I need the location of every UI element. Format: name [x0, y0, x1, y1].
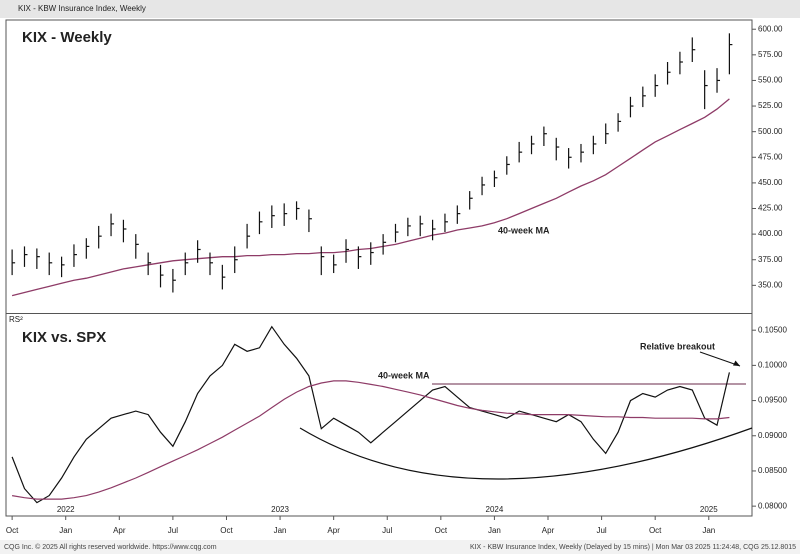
y-tick-label: 350.00: [758, 280, 783, 289]
y-tick-label: 600.00: [758, 24, 783, 33]
x-tick-label: Jul: [168, 526, 178, 535]
y-tick-label: 450.00: [758, 178, 783, 187]
x-tick-label: Jan: [702, 526, 715, 535]
y-tick-label: 0.08500: [758, 466, 787, 475]
rs-line: [11, 325, 730, 504]
moving-average: [11, 98, 730, 297]
x-tick-label: Jan: [488, 526, 501, 535]
x-tick-label: Jul: [596, 526, 606, 535]
year-label: 2025: [700, 505, 718, 514]
x-tick-label: Oct: [220, 526, 233, 535]
x-tick-label: Oct: [435, 526, 448, 535]
plot-frame: [5, 19, 753, 517]
footer-left: CQG Inc. © 2025 All rights reserved worl…: [4, 543, 217, 551]
chart-title: KIX vs. SPX: [22, 329, 106, 346]
y-tick-label: 425.00: [758, 204, 783, 213]
y-tick-label: 0.10500: [758, 325, 787, 334]
window-title: KIX - KBW Insurance Index, Weekly: [18, 4, 146, 13]
y-tick-label: 475.00: [758, 152, 783, 161]
footer-right: KIX - KBW Insurance Index, Weekly (Delay…: [470, 544, 796, 551]
x-tick-label: Oct: [649, 526, 662, 535]
x-tick-label: Apr: [113, 526, 126, 535]
y-tick-label: 550.00: [758, 76, 783, 85]
ma-label: 40-week MA: [498, 225, 550, 235]
y-tick-label: 575.00: [758, 50, 783, 59]
x-tick-label: Apr: [327, 526, 340, 535]
y-tick-label: 0.09500: [758, 396, 787, 405]
y-tick-label: 0.09000: [758, 431, 787, 440]
y-tick-label: 375.00: [758, 255, 783, 264]
year-label: 2023: [271, 505, 289, 514]
x-tick-label: Jan: [59, 526, 72, 535]
saucer-curve: [299, 427, 753, 480]
breakout-label: Relative breakout: [640, 341, 715, 351]
y-tick-label: 400.00: [758, 229, 783, 238]
y-tick-label: 0.08000: [758, 501, 787, 510]
marks: 350.00 375.00 400.00 425.00 450.00 475.00 500.…: [6, 24, 788, 535]
moving-average: [11, 380, 730, 500]
y-tick-label: 500.00: [758, 127, 783, 136]
ma-label: 40-week MA: [378, 370, 430, 380]
footer-bar: [0, 540, 800, 554]
rs-label: RS²: [9, 315, 23, 324]
arrow-head: [733, 360, 740, 366]
breakout-arrow: [699, 351, 741, 367]
x-tick-label: Jan: [274, 526, 287, 535]
y-tick-label: 525.00: [758, 101, 783, 110]
chart-title: KIX - Weekly: [22, 29, 112, 46]
header-bar: [0, 0, 800, 18]
year-label: 2024: [486, 505, 504, 514]
x-tick-label: Oct: [6, 526, 19, 535]
year-label: 2022: [57, 505, 75, 514]
x-tick-label: Jul: [382, 526, 392, 535]
x-tick-label: Apr: [542, 526, 555, 535]
y-tick-label: 0.10000: [758, 360, 787, 369]
